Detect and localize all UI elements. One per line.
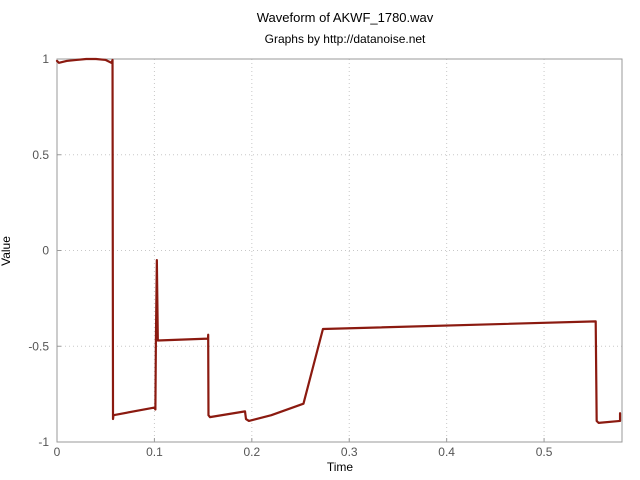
tick-labels: 0 0.1 0.2 0.3 0.4 0.5 1 0.5 0 -0.5 -1 (28, 52, 552, 459)
x-tick-label: 0.5 (536, 445, 553, 459)
y-axis-label: Value (0, 236, 13, 266)
waveform-line (55, 57, 622, 424)
y-tick-label: -0.5 (28, 339, 49, 353)
y-tick-label: 1 (42, 52, 49, 66)
x-tick-label: 0.2 (243, 445, 260, 459)
plot-frame (56, 58, 623, 443)
x-tick-label: 0.1 (146, 445, 163, 459)
y-tick-label: 0 (42, 244, 49, 258)
x-tick-label: 0 (54, 445, 61, 459)
grid-layer (57, 58, 622, 442)
x-tick-label: 0.4 (438, 445, 455, 459)
chart-subtitle: Graphs by http://datanoise.net (265, 32, 426, 46)
chart-title: Waveform of AKWF_1780.wav (257, 10, 434, 25)
x-axis-label: Time (327, 460, 354, 474)
x-tick-label: 0.3 (341, 445, 358, 459)
y-tick-label: -1 (38, 435, 49, 449)
y-tick-label: 0.5 (32, 148, 49, 162)
series-layer (55, 57, 622, 424)
